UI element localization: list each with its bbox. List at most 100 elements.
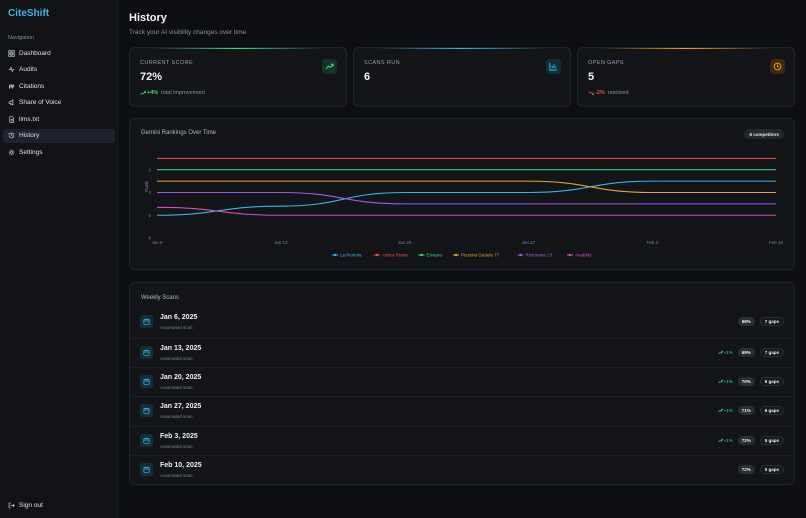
- megaphone-icon: [8, 99, 14, 106]
- x-tick-label: Jan 27: [522, 240, 536, 245]
- stat-label: SCANS RUN: [364, 60, 400, 66]
- x-tick-label: Jan 20: [398, 240, 412, 245]
- series-line: [157, 180, 776, 194]
- scan-metrics: 72% 5 gaps: [737, 465, 784, 474]
- page-title: History: [129, 12, 167, 24]
- sidebar-item-share-of-voice[interactable]: Share of Voice: [3, 96, 115, 110]
- scan-row[interactable]: Jan 27, 2025 Automated scan +1% 71% 6 gaps: [130, 396, 794, 425]
- scan-type: Automated scan: [160, 356, 193, 361]
- scan-row[interactable]: Jan 20, 2025 Automated scan +1% 70% 6 gaps: [130, 367, 794, 396]
- sidebar-item-label: Citations: [19, 82, 45, 90]
- gaps-badge: 6 gaps: [759, 406, 784, 415]
- y-tick-label: 8: [148, 236, 151, 241]
- trending-up-small-icon: [717, 350, 723, 355]
- stat-icon-badge: [322, 59, 337, 74]
- weekly-scans-card: Weekly Scans Jan 6, 2025 Automated scan 68…: [129, 282, 795, 485]
- trending-up-small-icon: [717, 438, 723, 443]
- calendar-icon-badge: [140, 463, 153, 476]
- gear-icon: [8, 149, 15, 155]
- logout-icon: [8, 502, 15, 509]
- quote-icon: [9, 84, 15, 89]
- scan-metrics: +1% 72% 5 gaps: [717, 436, 784, 445]
- legend-marker: [568, 253, 572, 257]
- stat-card-open-gaps: OPEN GAPS 5 -2% resolved: [577, 47, 795, 107]
- scan-date: Jan 13, 2025: [160, 345, 202, 352]
- competitors-badge: 6 competitors: [744, 129, 784, 139]
- score-badge: 68%: [737, 317, 755, 326]
- y-tick-label: 2: [148, 167, 151, 172]
- stat-note-text: resolved: [607, 90, 629, 96]
- calendar-icon: [143, 349, 150, 356]
- calendar-icon: [143, 378, 150, 385]
- gaps-badge: 5 gaps: [759, 465, 784, 474]
- sidebar-item-label: History: [19, 132, 40, 139]
- page-subtitle: Track your AI visibility changes over ti…: [129, 29, 247, 36]
- sidebar-item-llms-txt[interactable]: llms.txt: [3, 112, 115, 126]
- stat-card-scans-run: SCANS RUN 6: [353, 47, 571, 107]
- sidebar-item-citations[interactable]: Citations: [3, 79, 115, 93]
- stat-icon-badge: [770, 59, 785, 74]
- legend-label: Ristorante 23: [526, 253, 553, 258]
- scan-metrics: +1% 69% 7 gaps: [717, 348, 784, 357]
- sidebar-item-history[interactable]: History: [3, 128, 115, 143]
- scan-delta-text: +1%: [723, 438, 733, 443]
- series-line: [156, 180, 776, 216]
- scan-delta-text: +1%: [723, 379, 733, 384]
- dashboard-icon: [8, 49, 15, 57]
- chart-title: Gemini Rankings Over Time: [141, 130, 217, 136]
- sign-out-button[interactable]: Sign out: [8, 502, 43, 509]
- scan-type: Automated scan: [160, 325, 193, 330]
- brand-logo[interactable]: CiteShift: [8, 8, 50, 19]
- file-icon: [9, 115, 14, 123]
- activity-icon: [8, 66, 15, 73]
- calendar-icon-badge: [140, 434, 153, 447]
- scan-metrics: +1% 70% 6 gaps: [717, 377, 784, 386]
- scan-date: Feb 3, 2025: [160, 433, 198, 440]
- trending-up-small-icon: [717, 408, 723, 413]
- legend-marker: [454, 253, 458, 257]
- sidebar-item-label: Share of Voice: [19, 99, 62, 106]
- legend-label: AnabMy: [575, 253, 592, 258]
- card-accent-line: [599, 48, 773, 49]
- stat-delta: +4%: [147, 90, 159, 96]
- sidebar-item-label: llms.txt: [19, 115, 40, 123]
- gaps-badge: 7 gaps: [759, 348, 784, 357]
- clock-icon: [773, 62, 782, 71]
- calendar-icon-badge: [140, 375, 153, 388]
- y-tick-label: 4: [148, 190, 151, 195]
- legend-label: La Pentola: [340, 253, 362, 258]
- scan-delta: +1%: [717, 350, 733, 355]
- legend-marker: [519, 253, 522, 257]
- scan-type: Automated scan: [160, 473, 193, 478]
- score-badge: 72%: [737, 465, 755, 474]
- scan-date: Jan 27, 2025: [160, 403, 202, 410]
- x-tick-label: Jan 13: [274, 240, 288, 245]
- legend-label: Antica Roma: [382, 253, 408, 258]
- rankings-chart-card: 2 4 6 8 Rank Jan 6 Jan 13 Jan 20 Jan 27 Feb 3 Feb …: [129, 118, 795, 270]
- gaps-badge: 6 gaps: [759, 377, 784, 386]
- score-badge: 71%: [737, 406, 755, 415]
- calendar-icon-badge: [140, 315, 153, 328]
- legend-marker: [333, 253, 337, 257]
- scan-type: Automated scan: [160, 444, 193, 449]
- sidebar: CiteShift Navigation Dashboard Audits Ci…: [0, 0, 118, 518]
- sidebar-item-label: Dashboard: [19, 49, 51, 57]
- scan-row[interactable]: Jan 13, 2025 Automated scan +1% 69% 7 gaps: [130, 338, 794, 367]
- sidebar-item-settings[interactable]: Settings: [3, 145, 115, 159]
- scan-row[interactable]: Jan 6, 2025 Automated scan 68% 7 gaps: [130, 308, 794, 337]
- scan-delta: +1%: [717, 408, 733, 413]
- series-line: [156, 206, 776, 216]
- scan-row[interactable]: Feb 10, 2025 Automated scan 72% 5 gaps: [130, 455, 794, 484]
- sidebar-item-dashboard[interactable]: Dashboard: [3, 46, 115, 60]
- scan-type: Automated scan: [160, 414, 193, 419]
- card-accent-line: [375, 48, 549, 49]
- bar-chart-icon: [549, 62, 558, 71]
- stat-delta: -2%: [595, 90, 605, 96]
- rankings-chart: 2 4 6 8 Rank Jan 6 Jan 13 Jan 20 Jan 27 Feb 3 Feb …: [144, 157, 783, 258]
- stat-value: 5: [588, 71, 595, 83]
- scan-metrics: +1% 71% 6 gaps: [717, 406, 784, 415]
- scan-row[interactable]: Feb 3, 2025 Automated scan +1% 72% 5 gaps: [130, 426, 794, 455]
- stat-note: -2% resolved: [588, 90, 629, 96]
- sidebar-item-audits[interactable]: Audits: [3, 63, 115, 77]
- scan-date: Jan 6, 2025: [160, 314, 198, 321]
